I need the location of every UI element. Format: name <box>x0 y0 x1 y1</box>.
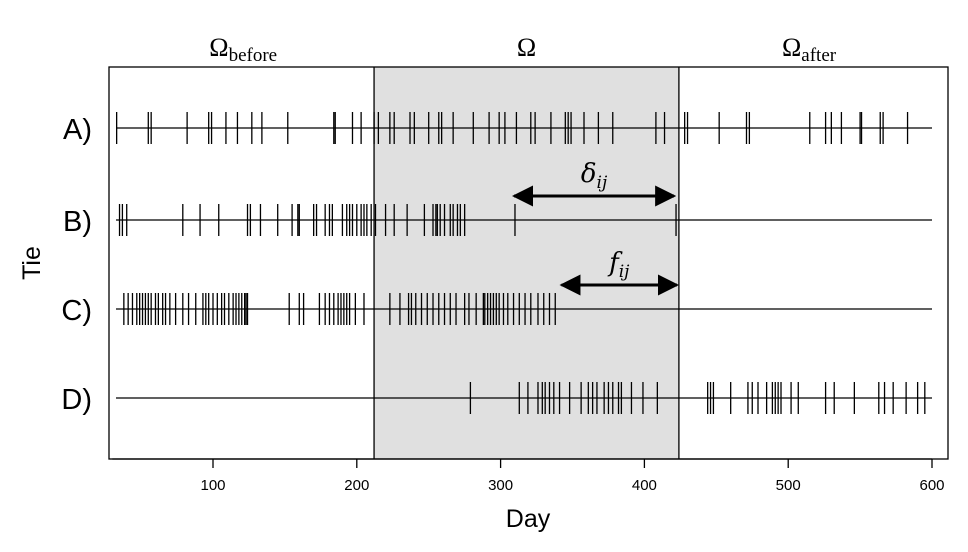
x-axis: 100 200 300 400 500 600 <box>112 458 945 494</box>
tie-row-c: C) <box>61 293 932 327</box>
tie-row-d: D) <box>61 382 932 416</box>
region-symbol: Ω <box>782 33 801 62</box>
x-tick-label: 500 <box>776 477 801 494</box>
region-label-2: Ωafter <box>782 33 837 66</box>
x-tick-label: 100 <box>200 477 225 494</box>
regions-layer: Ωbefore Ω Ωafter <box>209 33 837 459</box>
shaded-region-1 <box>374 67 679 459</box>
annotation-symbol: δ <box>581 159 597 189</box>
rows-layer: A) B) C) D) <box>61 112 932 416</box>
x-tick-label: 300 <box>488 477 513 494</box>
region-label-0: Ωbefore <box>209 33 277 66</box>
region-subscript: before <box>229 45 278 66</box>
x-axis-title: Day <box>506 505 551 533</box>
row-label: D) <box>61 384 92 416</box>
x-tick-label: 200 <box>344 477 369 494</box>
annotation-subscript: ij <box>597 173 608 193</box>
region-symbol: Ω <box>517 33 536 62</box>
region-subscript: after <box>801 45 836 66</box>
x-tick-label: 600 <box>919 477 944 494</box>
row-label: B) <box>63 206 92 238</box>
y-axis-title: Tie <box>18 246 46 280</box>
region-label-1: Ω <box>517 33 536 62</box>
tie-row-a: A) <box>63 112 932 146</box>
annotation-label: δij <box>581 159 608 193</box>
x-tick-label: 400 <box>632 477 657 494</box>
row-label: A) <box>63 114 92 146</box>
annotation-0: δij <box>512 159 677 207</box>
row-label: C) <box>61 295 92 327</box>
region-symbol: Ω <box>209 33 228 62</box>
annotation-subscript: ij <box>619 262 630 282</box>
tie-row-b: B) <box>63 204 932 238</box>
